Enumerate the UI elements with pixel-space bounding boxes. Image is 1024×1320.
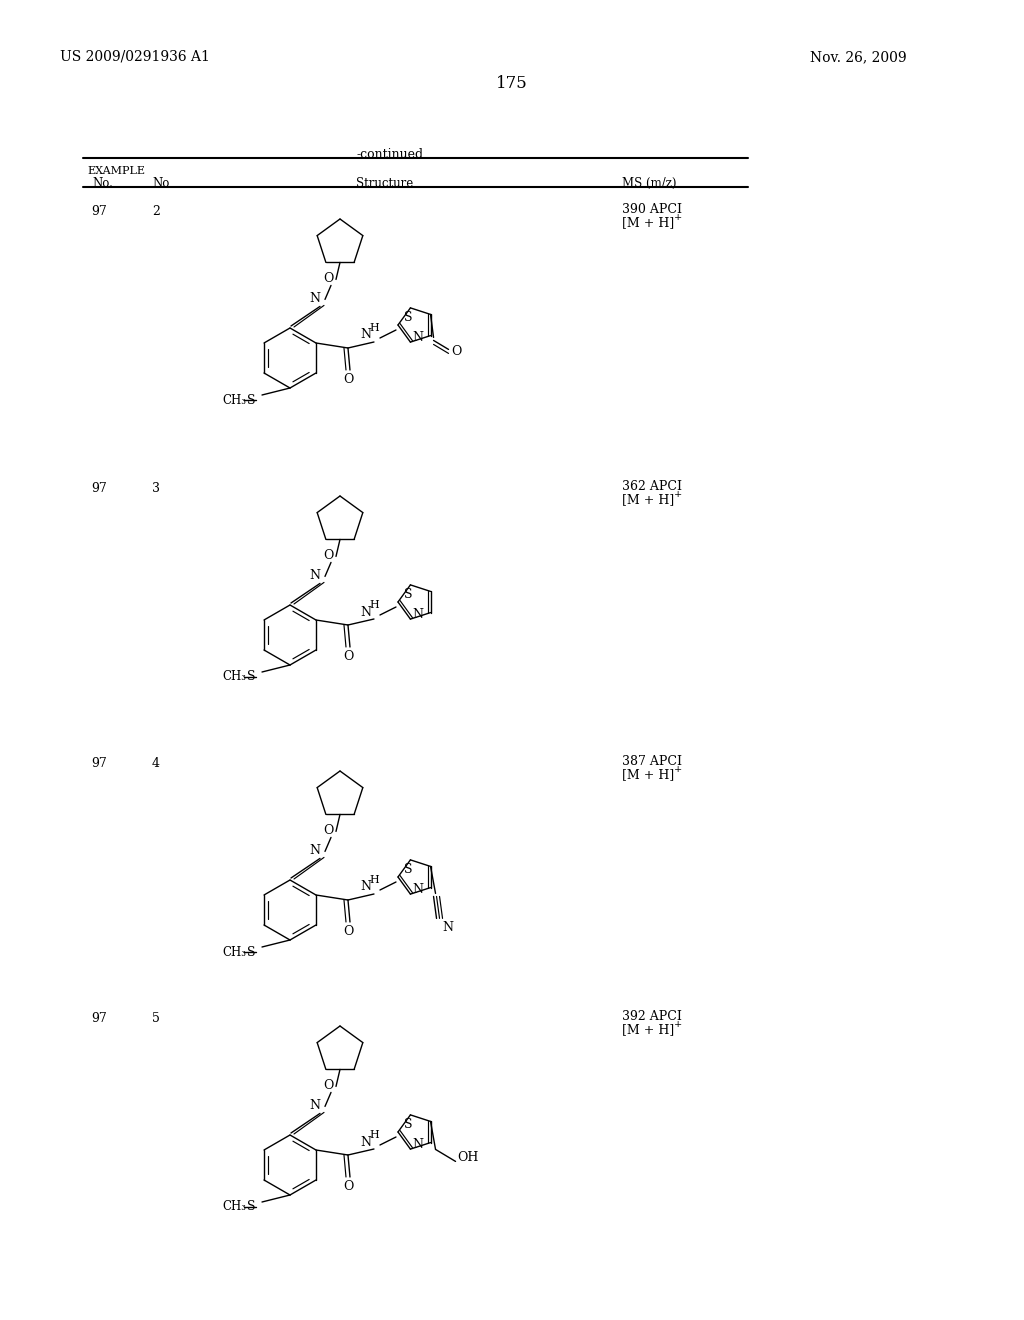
Text: O: O — [323, 272, 333, 285]
Text: O: O — [452, 345, 462, 358]
Text: 362 APCI: 362 APCI — [622, 480, 682, 492]
Text: O: O — [323, 824, 333, 837]
Text: Structure: Structure — [356, 177, 414, 190]
Text: H: H — [369, 1130, 379, 1140]
Text: N: N — [360, 329, 372, 342]
Text: CH₃: CH₃ — [222, 1200, 246, 1213]
Text: S: S — [248, 1200, 256, 1213]
Text: N: N — [442, 921, 454, 935]
Text: H: H — [369, 601, 379, 610]
Text: 3: 3 — [152, 482, 160, 495]
Text: OH: OH — [458, 1151, 479, 1164]
Text: S: S — [404, 587, 413, 601]
Text: +: + — [674, 1020, 682, 1030]
Text: H: H — [369, 323, 379, 333]
Text: -continued: -continued — [356, 148, 424, 161]
Text: +: + — [674, 213, 682, 222]
Text: CH₃: CH₃ — [222, 945, 246, 958]
Text: S: S — [248, 945, 256, 958]
Text: N: N — [309, 292, 321, 305]
Text: H: H — [369, 875, 379, 884]
Text: N: N — [413, 330, 423, 343]
Text: [M + H]: [M + H] — [622, 1023, 674, 1036]
Text: 175: 175 — [496, 75, 528, 92]
Text: S: S — [404, 312, 413, 323]
Text: N: N — [360, 606, 372, 619]
Text: [M + H]: [M + H] — [622, 768, 674, 781]
Text: MS (m/z): MS (m/z) — [622, 177, 677, 190]
Text: 392 APCI: 392 APCI — [622, 1010, 682, 1023]
Text: CH₃: CH₃ — [222, 671, 246, 684]
Text: N: N — [309, 1100, 321, 1111]
Text: Nov. 26, 2009: Nov. 26, 2009 — [810, 50, 906, 63]
Text: 387 APCI: 387 APCI — [622, 755, 682, 768]
Text: US 2009/0291936 A1: US 2009/0291936 A1 — [60, 50, 210, 63]
Text: +: + — [674, 766, 682, 774]
Text: N: N — [413, 883, 423, 895]
Text: [M + H]: [M + H] — [622, 492, 674, 506]
Text: 2: 2 — [152, 205, 160, 218]
Text: +: + — [674, 490, 682, 499]
Text: 5: 5 — [152, 1012, 160, 1026]
Text: 390 APCI: 390 APCI — [622, 203, 682, 216]
Text: N: N — [360, 880, 372, 894]
Text: No: No — [152, 177, 169, 190]
Text: N: N — [309, 843, 321, 857]
Text: O: O — [323, 1078, 333, 1092]
Text: O: O — [343, 649, 353, 663]
Text: S: S — [404, 863, 413, 876]
Text: S: S — [404, 1118, 413, 1131]
Text: N: N — [413, 1138, 423, 1151]
Text: EXAMPLE: EXAMPLE — [87, 166, 145, 176]
Text: S: S — [248, 671, 256, 684]
Text: N: N — [309, 569, 321, 582]
Text: CH₃: CH₃ — [222, 393, 246, 407]
Text: N: N — [413, 607, 423, 620]
Text: 4: 4 — [152, 756, 160, 770]
Text: 97: 97 — [91, 205, 106, 218]
Text: O: O — [323, 549, 333, 562]
Text: 97: 97 — [91, 1012, 106, 1026]
Text: O: O — [343, 374, 353, 385]
Text: N: N — [360, 1135, 372, 1148]
Text: S: S — [248, 393, 256, 407]
Text: No.: No. — [92, 177, 113, 190]
Text: 97: 97 — [91, 482, 106, 495]
Text: [M + H]: [M + H] — [622, 216, 674, 228]
Text: O: O — [343, 1180, 353, 1193]
Text: 97: 97 — [91, 756, 106, 770]
Text: O: O — [343, 925, 353, 939]
